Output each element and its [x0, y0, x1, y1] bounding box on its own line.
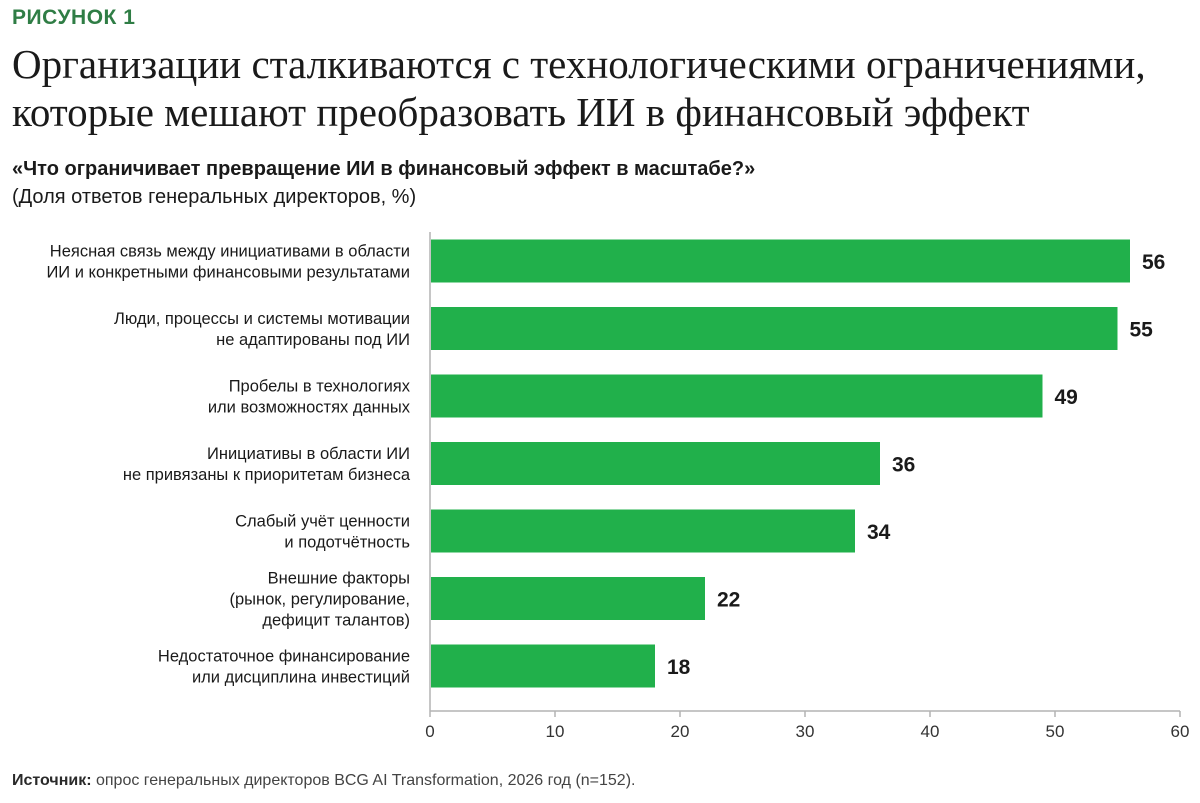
x-tick-label: 60: [1171, 722, 1190, 741]
bar-value-label: 22: [717, 589, 740, 612]
source-note: Источник: опрос генеральных директоров B…: [12, 772, 635, 790]
bar: [431, 442, 880, 485]
x-tick-label: 40: [921, 722, 940, 741]
x-tick-label: 10: [546, 722, 565, 741]
category-label: или дисциплина инвестиций: [192, 669, 410, 687]
bar-value-label: 55: [1130, 319, 1154, 342]
bar-value-label: 36: [892, 454, 915, 477]
bar-value-label: 49: [1055, 386, 1078, 409]
bar: [431, 644, 655, 688]
category-label: или возможностях данных: [208, 399, 411, 417]
chart-title: Организации сталкиваются с технологическ…: [12, 40, 1192, 136]
category-label: Недостаточное финансирование: [158, 648, 410, 666]
x-tick-label: 20: [671, 722, 690, 741]
category-label: дефицит талантов): [262, 612, 410, 630]
category-label: Неясная связь между инициативами в облас…: [50, 243, 410, 261]
x-tick-label: 30: [796, 722, 815, 741]
bar-value-label: 56: [1142, 251, 1165, 274]
category-label: Пробелы в технологиях: [229, 378, 411, 396]
figure-label: РИСУНОК 1: [12, 6, 136, 29]
bar: [431, 509, 855, 553]
bar-value-label: 18: [667, 656, 691, 679]
category-label: и подотчётность: [284, 534, 410, 552]
bar: [431, 577, 705, 620]
chart-title-line-1: Организации сталкиваются с технологическ…: [12, 41, 1146, 87]
chart-subtitle: (Доля ответов генеральных директоров, %): [12, 186, 417, 208]
bar: [431, 374, 1043, 418]
x-tick-label: 50: [1046, 722, 1065, 741]
category-label: Люди, процессы и системы мотивации: [114, 310, 410, 328]
source-text: опрос генеральных директоров BCG AI Tran…: [91, 772, 636, 789]
category-label: Внешние факторы: [268, 570, 410, 588]
x-tick-label: 0: [425, 722, 434, 741]
category-label: Инициативы в области ИИ: [207, 445, 410, 463]
category-label: ИИ и конкретными финансовыми результатам…: [46, 264, 410, 282]
bar-value-label: 34: [867, 521, 891, 544]
category-label: не привязаны к приоритетам бизнеса: [123, 466, 411, 484]
bar: [431, 239, 1130, 283]
chart-question: «Что ограничивает превращение ИИ в финан…: [12, 158, 756, 180]
category-label: Слабый учёт ценности: [235, 513, 410, 531]
category-label: не адаптированы под ИИ: [216, 331, 410, 349]
source-label: Источник:: [12, 772, 92, 789]
chart-title-line-2: которые мешают преобразовать ИИ в финанс…: [12, 89, 1030, 135]
bar: [431, 307, 1118, 350]
category-label: (рынок, регулирование,: [229, 591, 410, 609]
